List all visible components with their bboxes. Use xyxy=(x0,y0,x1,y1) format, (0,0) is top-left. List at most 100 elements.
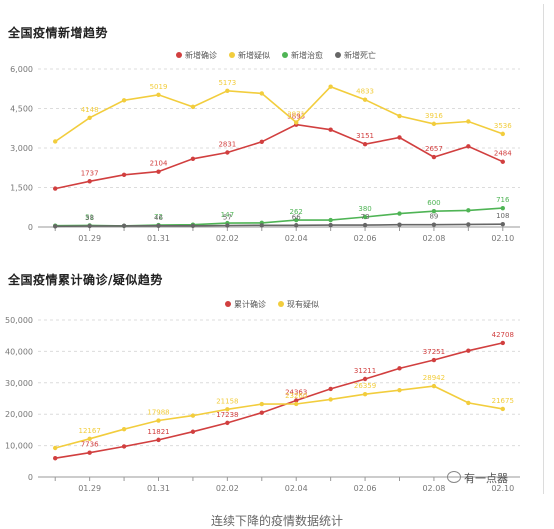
data-point xyxy=(466,208,471,213)
legend-label: 新增死亡 xyxy=(344,50,376,60)
data-point xyxy=(259,223,264,228)
data-label: 147 xyxy=(221,211,234,219)
data-point xyxy=(500,131,505,137)
data-label: 3536 xyxy=(494,122,512,130)
y-tick-label: 40,000 xyxy=(5,347,33,356)
wechat-icon xyxy=(447,471,461,483)
y-tick-label: 20,000 xyxy=(5,410,33,419)
data-point xyxy=(190,429,196,434)
data-label: 28942 xyxy=(423,374,445,382)
data-point xyxy=(500,159,505,164)
data-point xyxy=(225,420,230,426)
data-point xyxy=(259,401,264,407)
y-tick-label: 10,000 xyxy=(5,442,33,451)
legend-label: 新增确诊 xyxy=(185,50,217,60)
data-point xyxy=(121,172,127,178)
data-label: 57 xyxy=(223,213,232,221)
data-point xyxy=(121,444,127,449)
x-tick-label: 01.31 xyxy=(147,484,170,493)
data-point xyxy=(259,410,264,415)
data-label: 46 xyxy=(154,214,163,222)
series-line-1 xyxy=(54,85,504,143)
data-point xyxy=(87,450,92,455)
y-tick-label: 4,500 xyxy=(10,105,33,114)
data-label: 17238 xyxy=(216,411,238,419)
data-label: 73 xyxy=(361,213,370,221)
data-point xyxy=(156,92,161,98)
y-tick-label: 3,000 xyxy=(10,144,33,153)
y-tick-label: 50,000 xyxy=(5,316,33,325)
x-tick-label: 02.08 xyxy=(422,234,445,243)
y-tick-label: 6,000 xyxy=(10,65,33,74)
data-label: 5019 xyxy=(150,83,168,91)
data-point xyxy=(328,397,333,402)
data-label: 72 xyxy=(154,213,163,221)
data-point xyxy=(156,169,161,174)
data-point xyxy=(466,400,471,406)
data-point xyxy=(190,223,196,229)
data-point xyxy=(328,84,333,89)
y-tick-label: 30,000 xyxy=(5,379,33,388)
data-label: 2484 xyxy=(494,150,512,158)
data-point xyxy=(466,222,471,227)
panel-border xyxy=(3,4,544,494)
x-tick-label: 02.04 xyxy=(285,234,308,243)
data-point xyxy=(121,223,127,229)
data-point xyxy=(121,426,127,432)
data-point xyxy=(87,436,92,441)
data-point xyxy=(225,223,230,228)
x-tick-label: 02.08 xyxy=(422,484,445,493)
x-tick-label: 02.06 xyxy=(354,234,377,243)
x-tick-label: 02.02 xyxy=(216,234,239,243)
data-point xyxy=(294,120,299,125)
data-point xyxy=(225,150,230,155)
data-point xyxy=(156,418,161,423)
data-point xyxy=(397,135,402,140)
data-label: 108 xyxy=(496,212,509,220)
data-point xyxy=(87,223,92,229)
watermark-text: 有一点器 xyxy=(464,472,508,485)
x-tick-label: 02.06 xyxy=(354,484,377,493)
data-point xyxy=(190,156,196,161)
legend-marker xyxy=(282,52,288,58)
data-label: 31211 xyxy=(354,367,376,375)
legend-label: 累计确诊 xyxy=(234,299,266,309)
data-point xyxy=(328,222,333,228)
x-tick-label: 02.10 xyxy=(491,234,514,243)
y-tick-label: 0 xyxy=(28,223,33,232)
data-point xyxy=(397,366,402,371)
data-point xyxy=(500,205,505,211)
data-label: 11821 xyxy=(147,428,169,436)
series-line-0 xyxy=(55,123,504,190)
data-point xyxy=(294,401,299,407)
data-point xyxy=(362,222,368,228)
data-point xyxy=(294,217,299,223)
data-label: 12167 xyxy=(79,427,101,435)
data-label: 1737 xyxy=(81,169,99,177)
data-point xyxy=(362,392,368,397)
data-point xyxy=(362,214,368,220)
data-point xyxy=(87,179,92,184)
data-label: 42708 xyxy=(492,331,514,339)
data-point xyxy=(294,223,299,228)
legend-label: 现有疑似 xyxy=(287,299,319,309)
data-point xyxy=(190,413,196,418)
series-line-1 xyxy=(54,385,503,449)
chart-2-title: 全国疫情累计确诊/疑似趋势 xyxy=(8,273,163,287)
data-point xyxy=(431,209,437,214)
data-label: 89 xyxy=(429,213,438,221)
data-point xyxy=(328,386,333,392)
data-point xyxy=(294,398,299,403)
data-point xyxy=(87,115,92,120)
legend-label: 新增治愈 xyxy=(291,50,323,60)
data-label: 380 xyxy=(358,205,371,213)
data-label: 3971 xyxy=(287,110,305,118)
top-strip xyxy=(0,0,554,5)
data-point xyxy=(397,387,402,393)
data-label: 2657 xyxy=(425,145,443,153)
data-point xyxy=(362,376,368,382)
data-point xyxy=(466,144,471,149)
data-point xyxy=(225,407,230,412)
series-line-0 xyxy=(55,342,503,459)
data-point xyxy=(259,139,264,145)
